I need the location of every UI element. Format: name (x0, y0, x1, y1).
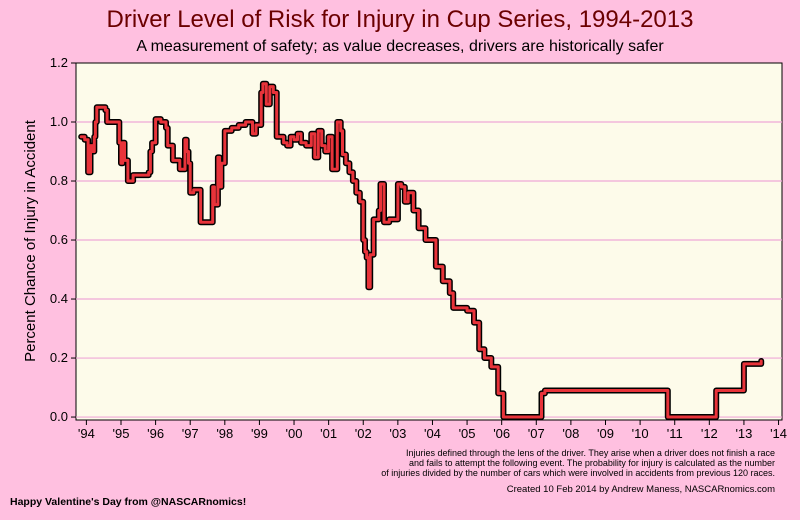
x-tick-label: '10 (632, 426, 649, 441)
note-line-1: Injuries defined through the lens of the… (406, 448, 775, 458)
x-tick-label: '03 (389, 426, 406, 441)
footer-text: Happy Valentine's Day from @NASCARnomics… (10, 496, 246, 508)
grid-lines (76, 121, 782, 418)
x-tick-label: '02 (355, 426, 372, 441)
x-tick-label: '00 (286, 426, 303, 441)
series-line (79, 82, 763, 419)
x-tick-label: '95 (113, 426, 130, 441)
x-tick-label: '99 (251, 426, 268, 441)
x-tick-label: '14 (770, 426, 787, 441)
x-tick-label: '94 (78, 426, 95, 441)
y-tick-label: 0.2 (50, 350, 68, 365)
x-tick-label: '05 (459, 426, 476, 441)
note-line-3: of injuries divided by the number of car… (381, 468, 775, 478)
chart-title: Driver Level of Risk for Injury in Cup S… (107, 6, 694, 33)
x-tick-label: '96 (147, 426, 164, 441)
x-tick-label: '97 (182, 426, 199, 441)
x-tick-label: '12 (701, 426, 718, 441)
y-tick-label: 0.0 (50, 409, 68, 424)
y-axis: 0.0 0.2 0.4 0.6 0.8 1.0 1.2 (50, 55, 76, 424)
x-tick-label: '09 (597, 426, 614, 441)
x-tick-label: '98 (216, 426, 233, 441)
credit-text: Created 10 Feb 2014 by Andrew Maness, NA… (507, 484, 775, 495)
x-tick-label: '04 (424, 426, 441, 441)
y-axis-label: Percent Chance of Injury in Accident (22, 119, 39, 362)
y-tick-label: 0.6 (50, 232, 68, 247)
x-tick-label: '07 (528, 426, 545, 441)
y-tick-label: 0.8 (50, 173, 68, 188)
x-tick-label: '13 (735, 426, 752, 441)
x-tick-label: '08 (562, 426, 579, 441)
x-tick-label: '06 (493, 426, 510, 441)
x-tick-label: '01 (320, 426, 337, 441)
note-line-2: and fails to attempt the following event… (409, 458, 775, 468)
data-series (78, 80, 765, 420)
chart-subtitle: A measurement of safety; as value decrea… (136, 38, 664, 55)
y-tick-label: 1.2 (50, 55, 68, 70)
x-tick-label: '11 (667, 426, 683, 441)
x-axis: '94 '95 '96 '97 '98 '99 '00 '01 '02 '03 '04 '05 '06 '… (78, 420, 787, 441)
y-tick-label: 0.4 (50, 291, 68, 306)
y-tick-label: 1.0 (50, 114, 68, 129)
